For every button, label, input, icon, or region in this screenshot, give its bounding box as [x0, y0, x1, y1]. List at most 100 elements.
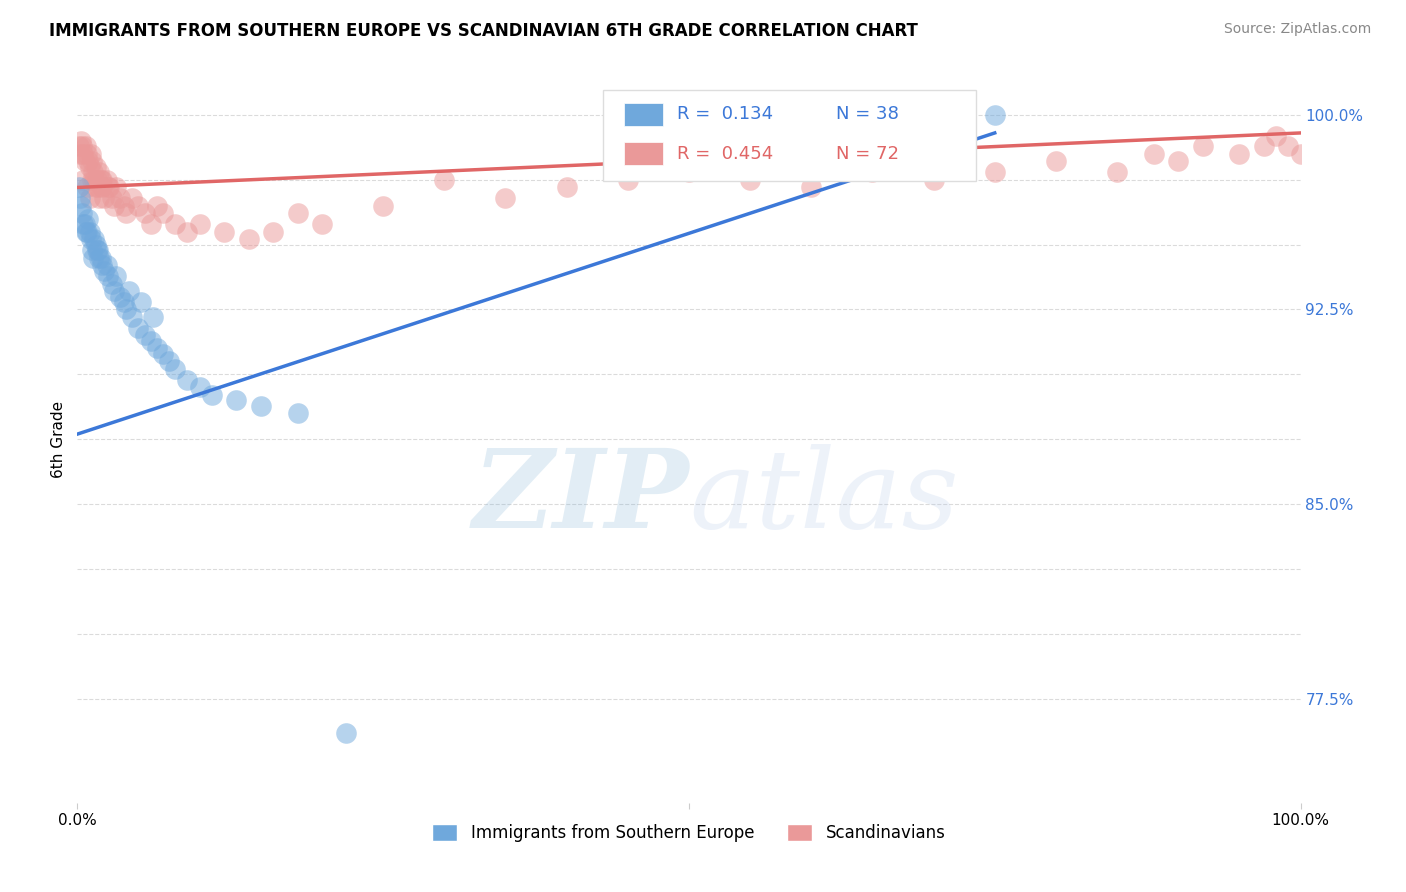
- Point: [112, 294, 135, 309]
- Point: [75, 139, 97, 153]
- Point: [678, 165, 700, 179]
- Bar: [624, 142, 664, 165]
- FancyBboxPatch shape: [603, 90, 976, 181]
- Point: [93, 263, 115, 277]
- Text: IMMIGRANTS FROM SOUTHERN EUROPE VS SCANDINAVIAN 6TH GRADE CORRELATION CHART: IMMIGRANTS FROM SOUTHERN EUROPE VS SCAND…: [49, 22, 918, 40]
- Point: [80, 154, 103, 169]
- Point: [1265, 128, 1288, 143]
- Point: [90, 172, 112, 186]
- Point: [84, 160, 107, 174]
- Text: ZIP: ZIP: [472, 443, 689, 551]
- Point: [262, 225, 284, 239]
- Point: [90, 258, 112, 272]
- Point: [1229, 146, 1251, 161]
- Point: [1167, 154, 1189, 169]
- Point: [922, 172, 945, 186]
- Point: [105, 180, 128, 194]
- Point: [86, 172, 108, 186]
- Point: [76, 225, 98, 239]
- Point: [1289, 146, 1312, 161]
- Point: [79, 225, 101, 239]
- Y-axis label: 6th Grade: 6th Grade: [51, 401, 66, 478]
- Point: [115, 302, 138, 317]
- Point: [84, 237, 107, 252]
- Point: [112, 199, 135, 213]
- Point: [103, 285, 125, 299]
- Point: [80, 172, 103, 186]
- Point: [90, 172, 112, 186]
- Point: [1191, 139, 1213, 153]
- Point: [555, 180, 578, 194]
- Point: [80, 243, 103, 257]
- Point: [97, 180, 120, 194]
- Point: [165, 217, 187, 231]
- Point: [287, 406, 309, 420]
- Point: [371, 199, 394, 213]
- Point: [80, 146, 103, 161]
- Point: [617, 172, 640, 186]
- Text: N = 38: N = 38: [835, 105, 898, 123]
- Point: [73, 154, 96, 169]
- Point: [127, 199, 149, 213]
- Point: [80, 232, 103, 246]
- Legend: Immigrants from Southern Europe, Scandinavians: Immigrants from Southern Europe, Scandin…: [426, 817, 952, 849]
- Point: [212, 225, 235, 239]
- Point: [90, 180, 112, 194]
- Point: [100, 277, 122, 291]
- Point: [83, 172, 105, 186]
- Point: [862, 165, 884, 179]
- Text: R =  0.454: R = 0.454: [676, 145, 773, 162]
- Point: [77, 211, 100, 226]
- Point: [188, 380, 211, 394]
- Point: [108, 289, 131, 303]
- Point: [157, 354, 180, 368]
- Point: [165, 362, 187, 376]
- Point: [800, 180, 823, 194]
- Point: [176, 225, 198, 239]
- Point: [139, 334, 162, 348]
- Point: [250, 399, 273, 413]
- Point: [89, 191, 111, 205]
- Point: [70, 139, 93, 153]
- Point: [86, 243, 108, 257]
- Point: [75, 225, 97, 239]
- Point: [98, 180, 121, 194]
- Point: [495, 191, 517, 205]
- Point: [76, 146, 98, 161]
- Point: [984, 108, 1007, 122]
- Point: [225, 393, 247, 408]
- Point: [70, 206, 93, 220]
- Point: [72, 172, 94, 186]
- Point: [72, 217, 94, 231]
- Point: [70, 134, 93, 148]
- Point: [139, 217, 162, 231]
- Point: [115, 206, 138, 220]
- Point: [335, 725, 357, 739]
- Point: [76, 180, 98, 194]
- Point: [121, 191, 143, 205]
- Point: [89, 251, 111, 265]
- Point: [82, 251, 104, 265]
- Point: [311, 217, 333, 231]
- Point: [69, 146, 91, 161]
- Point: [93, 191, 115, 205]
- Point: [1045, 154, 1067, 169]
- Point: [77, 154, 100, 169]
- Point: [72, 146, 94, 161]
- Point: [134, 328, 156, 343]
- Point: [97, 268, 120, 283]
- Text: R =  0.134: R = 0.134: [676, 105, 773, 123]
- Text: Source: ZipAtlas.com: Source: ZipAtlas.com: [1223, 22, 1371, 37]
- Point: [79, 160, 101, 174]
- Point: [984, 165, 1007, 179]
- Point: [108, 191, 131, 205]
- Point: [127, 320, 149, 334]
- Point: [121, 310, 143, 325]
- Point: [1277, 139, 1299, 153]
- Point: [100, 191, 122, 205]
- Text: atlas: atlas: [689, 443, 959, 551]
- Point: [146, 342, 169, 356]
- Point: [83, 232, 105, 246]
- Point: [89, 165, 111, 179]
- Text: N = 72: N = 72: [835, 145, 898, 162]
